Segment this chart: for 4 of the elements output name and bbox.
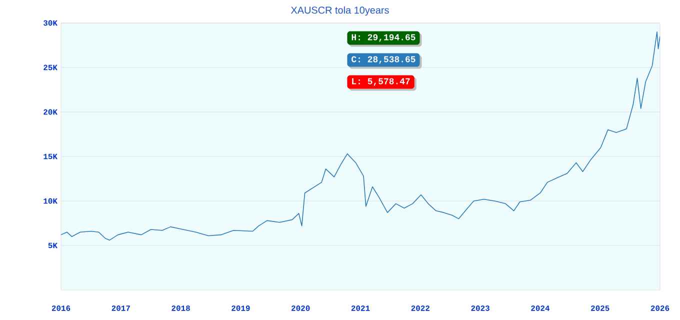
annotation: C: 28,538.65 [352, 56, 416, 64]
chart-title: XAUSCR tola 10years [290, 6, 389, 16]
annotation: H: 29,194.65 [352, 34, 416, 42]
annotation: L: 5,578.47 [352, 78, 410, 86]
